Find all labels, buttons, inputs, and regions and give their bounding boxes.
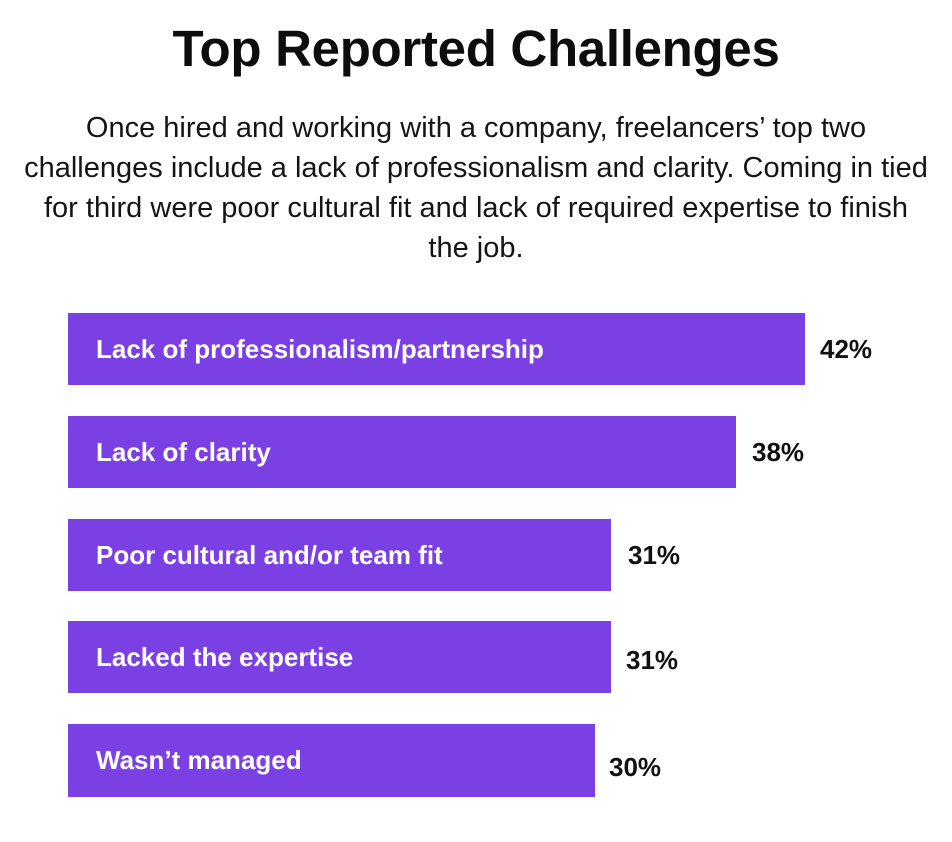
bar-value: 30% — [609, 752, 662, 782]
bar-wasnt-managed: Wasn’t managed — [68, 724, 595, 797]
bar-label: Lacked the expertise — [96, 641, 354, 672]
bar-value: 38% — [752, 437, 805, 467]
chart-subtitle: Once hired and working with a company, f… — [24, 112, 928, 264]
bar-poor-cultural-fit: Poor cultural and/or team fit — [68, 519, 611, 591]
bar-label: Lack of professionalism/partnership — [96, 333, 544, 364]
bar-value: 31% — [626, 645, 679, 675]
bar-label: Poor cultural and/or team fit — [96, 539, 443, 570]
bar-value: 42% — [820, 334, 873, 364]
bar-label: Lack of clarity — [96, 436, 271, 467]
bar-lack-of-clarity: Lack of clarity — [68, 416, 736, 488]
bar-value: 31% — [628, 540, 681, 570]
bar-lacked-expertise: Lacked the expertise — [68, 621, 611, 693]
bar-lack-of-professionalism: Lack of professionalism/partnership — [68, 313, 805, 385]
bar-label: Wasn’t managed — [96, 745, 302, 775]
chart-title: Top Reported Challenges — [172, 20, 780, 77]
